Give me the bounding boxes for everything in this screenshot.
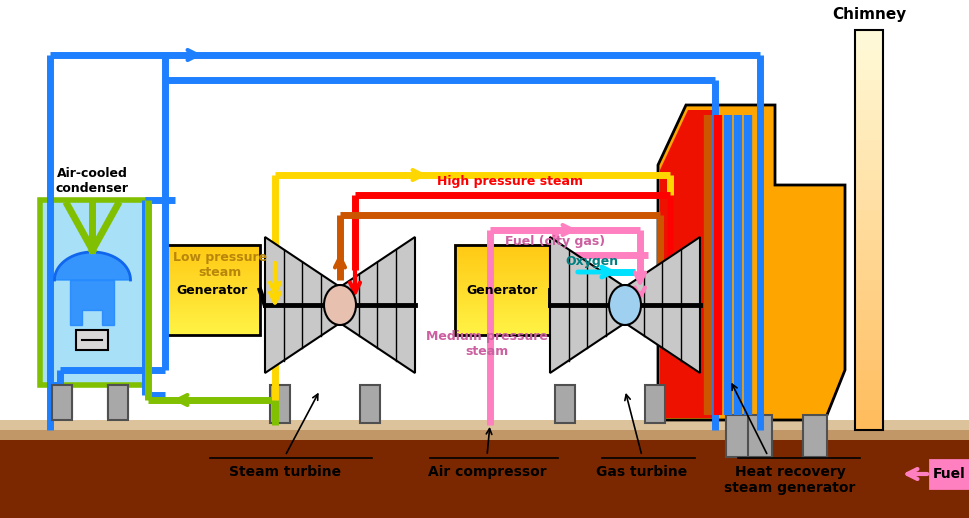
Bar [854,150,882,161]
Bar [854,170,882,181]
Bar [165,245,260,335]
Bar [747,415,771,457]
Bar [52,385,72,420]
Polygon shape [265,237,340,373]
Bar [854,120,882,131]
Bar [854,330,882,341]
Bar [554,385,575,423]
Polygon shape [549,237,624,373]
Bar [854,210,882,221]
Bar [108,385,128,417]
Text: Generator: Generator [176,283,248,296]
Polygon shape [624,237,700,373]
Bar [854,180,882,191]
Polygon shape [657,105,844,420]
Bar [854,30,882,430]
Bar [854,60,882,71]
Bar [854,300,882,311]
Bar [854,90,882,101]
Text: Fuel: Fuel [931,467,964,481]
Bar [454,245,549,335]
Bar [929,460,967,488]
Bar [854,310,882,321]
Bar [854,340,882,351]
Text: Air-cooled
condenser: Air-cooled condenser [56,167,129,195]
Bar [854,380,882,391]
Text: Gas turbine: Gas turbine [596,465,687,479]
Bar [854,250,882,261]
Bar [854,190,882,201]
Bar [854,280,882,291]
Bar [854,160,882,171]
Bar [854,320,882,331]
Bar [854,100,882,111]
Bar [269,385,290,423]
Bar [854,70,882,81]
Bar [854,370,882,381]
Polygon shape [340,237,415,373]
Bar [854,110,882,121]
Bar [854,140,882,151]
Bar [359,385,380,423]
Text: Heat recovery
steam generator: Heat recovery steam generator [724,465,855,495]
Ellipse shape [609,285,641,325]
Bar [854,400,882,411]
Bar [52,385,72,417]
Polygon shape [71,280,114,325]
Bar [854,220,882,231]
Bar [854,30,882,41]
Text: Low pressure
steam: Low pressure steam [172,251,266,279]
Bar [854,50,882,61]
Bar [854,350,882,361]
Bar [854,200,882,211]
Bar [108,385,128,420]
Text: Fuel (city gas): Fuel (city gas) [505,235,605,248]
Polygon shape [659,110,715,418]
Bar [854,270,882,281]
Bar [725,415,749,457]
Bar [854,80,882,91]
Text: High pressure steam: High pressure steam [437,175,582,188]
Bar [802,415,827,457]
Bar [854,40,882,51]
Bar [854,290,882,301]
Text: Medium pressure
steam: Medium pressure steam [425,330,547,358]
Bar [854,390,882,401]
Bar [40,200,144,385]
Ellipse shape [324,285,356,325]
Bar [854,360,882,371]
Text: Generator: Generator [466,283,538,296]
Text: Air compressor: Air compressor [427,465,546,479]
Bar [854,230,882,241]
Bar [77,330,109,350]
Text: Steam turbine: Steam turbine [229,465,341,479]
Bar [854,130,882,141]
Bar [644,385,665,423]
Text: Chimney: Chimney [831,7,905,22]
Text: Oxygen: Oxygen [564,255,617,268]
Polygon shape [54,252,131,280]
Bar [0,420,969,440]
Bar [854,260,882,271]
Bar [854,420,882,431]
Bar [854,410,882,421]
Bar [0,430,969,518]
Bar [854,240,882,251]
